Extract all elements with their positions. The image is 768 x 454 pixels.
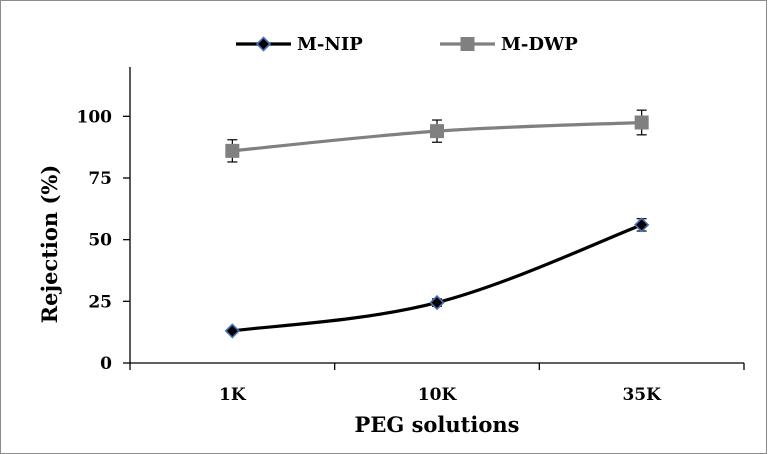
- legend-label: M-NIP: [297, 34, 363, 55]
- y-ticks: 0 25 50 75 100: [77, 107, 130, 374]
- legend-swatch-marker: [460, 37, 475, 51]
- y-tick-label: 100: [77, 107, 113, 127]
- legend-label: M-DWP: [501, 34, 578, 55]
- data-point-m-nip: [429, 294, 445, 311]
- y-tick-label: 50: [88, 231, 112, 251]
- data-point-m-dwp: [430, 124, 444, 139]
- series-layer: [224, 109, 650, 339]
- axes: 0 25 50 75 100 1K 10K 35K: [77, 67, 745, 405]
- data-point-m-nip: [634, 217, 650, 233]
- x-tick-label: 35K: [622, 385, 662, 405]
- y-tick-label: 75: [88, 169, 112, 189]
- series-m-nip: [224, 217, 650, 339]
- data-point-m-nip: [224, 323, 240, 339]
- x-axis-title: PEG solutions: [355, 412, 520, 437]
- series-m-dwp: [225, 109, 649, 163]
- y-axis-title: Rejection (%): [37, 165, 62, 324]
- legend: M-NIP M-DWP: [236, 34, 578, 55]
- data-point-m-dwp: [634, 115, 649, 130]
- y-tick-label: 25: [88, 292, 112, 312]
- x-ticks: 1K 10K 35K: [129, 363, 745, 405]
- x-tick-label: 1K: [219, 385, 247, 405]
- legend-item-m-dwp: M-DWP: [440, 34, 578, 55]
- legend-swatch-marker: [255, 36, 272, 52]
- data-point-m-dwp: [225, 143, 240, 158]
- y-tick-label: 0: [100, 354, 112, 374]
- x-tick-label: 10K: [418, 385, 458, 405]
- legend-item-m-nip: M-NIP: [236, 34, 363, 55]
